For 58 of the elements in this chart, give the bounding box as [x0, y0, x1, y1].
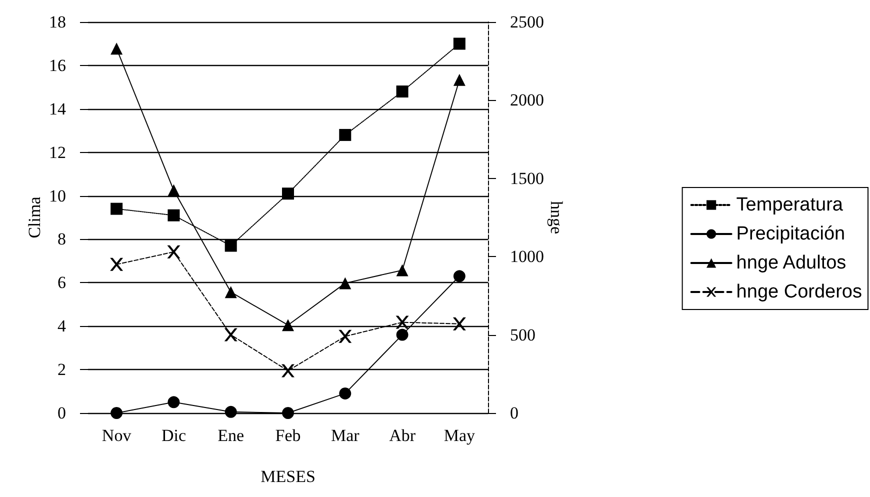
- point: [282, 188, 294, 200]
- point: [282, 364, 294, 378]
- legend-label: Precipitación: [736, 224, 846, 244]
- point: [168, 209, 180, 222]
- point: [167, 245, 180, 258]
- point: [339, 128, 352, 141]
- x-tick-label: Feb: [275, 426, 301, 445]
- point: [110, 202, 123, 215]
- point: [168, 396, 180, 408]
- point: [453, 74, 466, 86]
- y2-tick-label: 0: [510, 404, 518, 422]
- y-tick-label: 4: [58, 316, 66, 336]
- point: [282, 407, 294, 419]
- point: [110, 258, 124, 271]
- x-tick-label: Dic: [161, 426, 186, 445]
- legend-label: Temperatura: [736, 194, 844, 216]
- y-tick-label: 6: [58, 273, 66, 292]
- y-tick-label: 16: [49, 56, 66, 75]
- x-tick-label: Mar: [330, 426, 360, 445]
- y-tick-label: 0: [58, 404, 66, 422]
- x-tick-label: Nov: [102, 426, 132, 445]
- legend-label: hnge Adultos: [736, 252, 846, 274]
- point: [224, 240, 237, 252]
- point: [168, 184, 180, 196]
- y-tick-label: 10: [49, 186, 66, 206]
- x-tick-label: Abr: [389, 426, 416, 445]
- point: [396, 264, 408, 276]
- y2-tick-label: 1500: [510, 168, 544, 188]
- point: [338, 330, 352, 343]
- legend-label: hnge Corderos: [736, 282, 862, 302]
- point: [339, 387, 352, 400]
- y2-tick-label: 500: [510, 325, 536, 344]
- y-tick-label: 18: [49, 12, 66, 32]
- y-tick-label: 14: [49, 99, 66, 118]
- x-tick-label: May: [444, 426, 476, 445]
- y-axis-title: Clima: [25, 196, 44, 238]
- point: [453, 270, 466, 282]
- y2-tick-label: 2000: [510, 90, 544, 110]
- point: [110, 42, 123, 55]
- y2-axis-title: hnge: [546, 200, 566, 234]
- point: [282, 319, 294, 332]
- point: [452, 317, 466, 330]
- y-tick-label: 2: [58, 360, 66, 380]
- point: [110, 407, 123, 419]
- point: [339, 277, 352, 290]
- y2-tick-label: 2500: [510, 12, 544, 32]
- point: [224, 328, 238, 342]
- point: [396, 86, 408, 98]
- point: [224, 406, 237, 418]
- y-tick-label: 12: [49, 142, 66, 162]
- y2-tick-label: 1000: [510, 247, 544, 266]
- point: [453, 38, 466, 50]
- point: [224, 286, 237, 298]
- y-tick-label: 8: [58, 230, 66, 249]
- point: [396, 328, 408, 341]
- point: [396, 316, 409, 329]
- x-axis-title: MESES: [260, 467, 316, 486]
- x-tick-label: Ene: [218, 426, 244, 445]
